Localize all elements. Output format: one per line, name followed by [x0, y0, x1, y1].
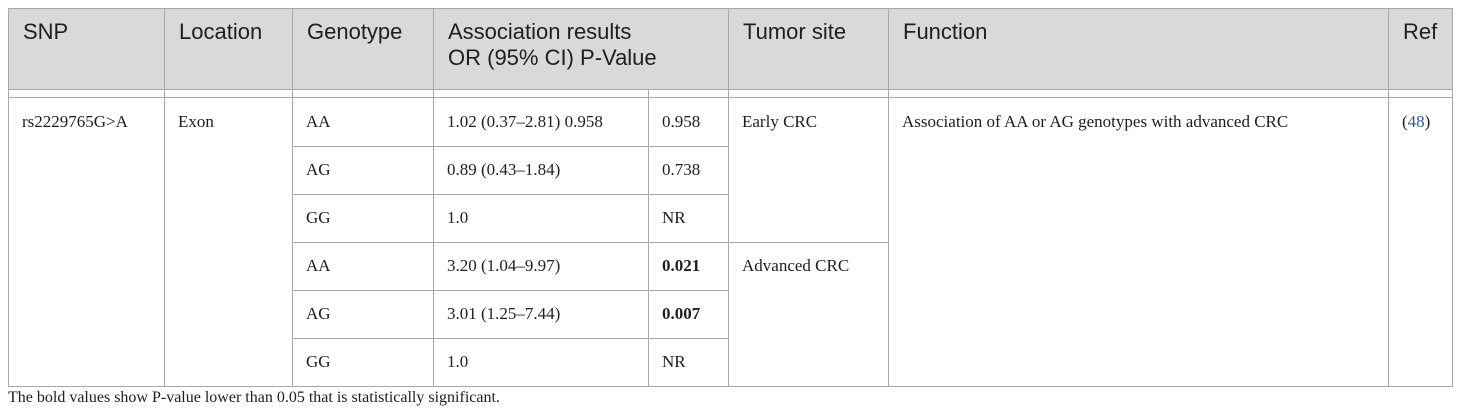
function-cell: Association of AA or AG genotypes with a… — [888, 97, 1389, 387]
or-ci-cell: 3.01 (1.25–7.44) — [433, 290, 649, 339]
header-ref: Ref — [1388, 8, 1453, 90]
or-ci-cell: 1.02 (0.37–2.81) 0.958 — [433, 97, 649, 147]
tumor-site-early: Early CRC — [728, 97, 889, 243]
table-footnote: The bold values show P-value lower than … — [8, 389, 500, 406]
table-row: rs2229765G>A Exon AA 1.02 (0.37–2.81) 0.… — [8, 97, 1453, 387]
or-ci-cell: 1.0 — [433, 194, 649, 243]
genotype-cell: AA — [292, 97, 434, 147]
ref-open: ( — [1402, 112, 1408, 131]
header-association-line2: OR (95% CI) P-Value — [448, 45, 657, 70]
or-ci-cell: 0.89 (0.43–1.84) — [433, 146, 649, 195]
p-value-cell-significant: 0.007 — [648, 290, 729, 339]
table-row: AG 0.89 (0.43–1.84) 0.738 — [9, 146, 1453, 195]
association-table: SNP Location Genotype Association result… — [8, 8, 1453, 387]
p-value-cell: 0.738 — [648, 146, 729, 195]
location-cell: Exon — [164, 97, 293, 387]
table-row: AA 3.20 (1.04–9.97) 0.021 Advanced CRC — [9, 242, 1453, 387]
table-row: AG 3.01 (1.25–7.44) 0.007 — [9, 290, 1453, 339]
p-value-cell: 0.958 — [648, 97, 729, 147]
table-row: GG 1.0 NR — [9, 194, 1453, 243]
table-row: GG 1.0 NR — [9, 338, 1453, 387]
header-genotype: Genotype — [292, 8, 434, 90]
p-value-cell: NR — [648, 338, 729, 387]
header-association: Association results OR (95% CI) P-Value — [433, 8, 729, 90]
genotype-cell: AG — [292, 290, 434, 339]
genotype-cell: GG — [292, 194, 434, 243]
genotype-cell: AA — [292, 242, 434, 291]
ref-link[interactable]: 48 — [1407, 112, 1425, 131]
header-tumor-site: Tumor site — [728, 8, 889, 90]
header-association-line1: Association results — [448, 19, 632, 44]
p-value-cell-significant: 0.021 — [648, 242, 729, 291]
genotype-cell: GG — [292, 338, 434, 387]
header-function: Function — [888, 8, 1389, 90]
p-value-cell: NR — [648, 194, 729, 243]
header-snp: SNP — [8, 8, 165, 90]
genotype-cell: AG — [292, 146, 434, 195]
spacer-row — [8, 89, 1453, 98]
tumor-site-advanced: Advanced CRC — [728, 242, 889, 387]
or-ci-cell: 3.20 (1.04–9.97) — [433, 242, 649, 291]
snp-cell: rs2229765G>A — [8, 97, 165, 387]
header-row: SNP Location Genotype Association result… — [8, 8, 1453, 90]
header-location: Location — [164, 8, 293, 90]
ref-close: ) — [1424, 112, 1431, 131]
ref-cell: (48) — [1388, 97, 1453, 387]
or-ci-cell: 1.0 — [433, 338, 649, 387]
